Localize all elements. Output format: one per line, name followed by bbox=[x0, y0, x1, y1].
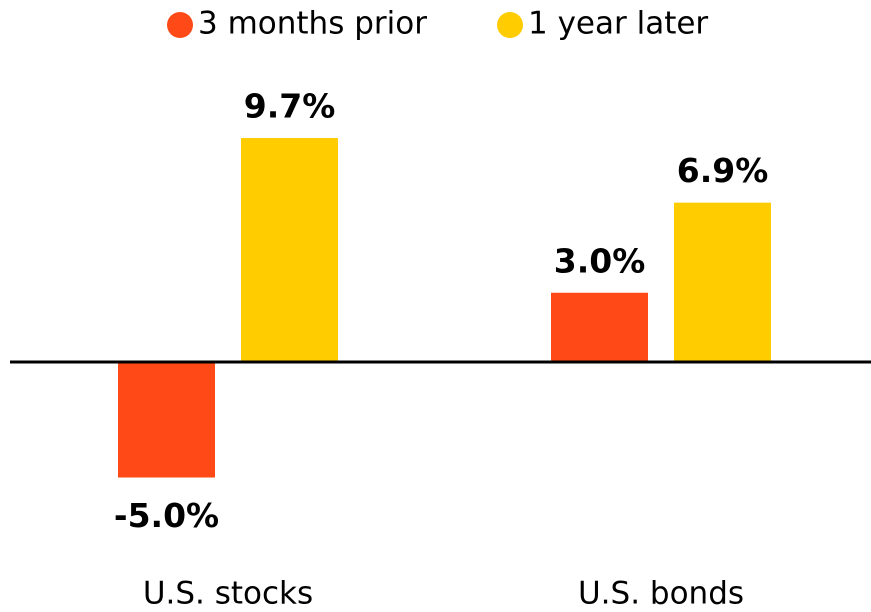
legend-label: 3 months prior bbox=[198, 6, 427, 42]
data-label: 6.9% bbox=[677, 151, 769, 190]
data-label: -5.0% bbox=[114, 496, 219, 535]
bar bbox=[674, 202, 771, 363]
x-tick-label: U.S. bonds bbox=[578, 576, 744, 612]
bar bbox=[118, 362, 215, 478]
legend-label: 1 year later bbox=[528, 6, 708, 42]
legend-swatch bbox=[497, 12, 523, 38]
x-tick-label: U.S. stocks bbox=[143, 576, 313, 612]
data-label: 3.0% bbox=[554, 241, 646, 280]
bar bbox=[551, 292, 648, 363]
data-label: 9.7% bbox=[244, 87, 336, 126]
bar bbox=[241, 138, 338, 363]
legend-swatch bbox=[167, 12, 193, 38]
